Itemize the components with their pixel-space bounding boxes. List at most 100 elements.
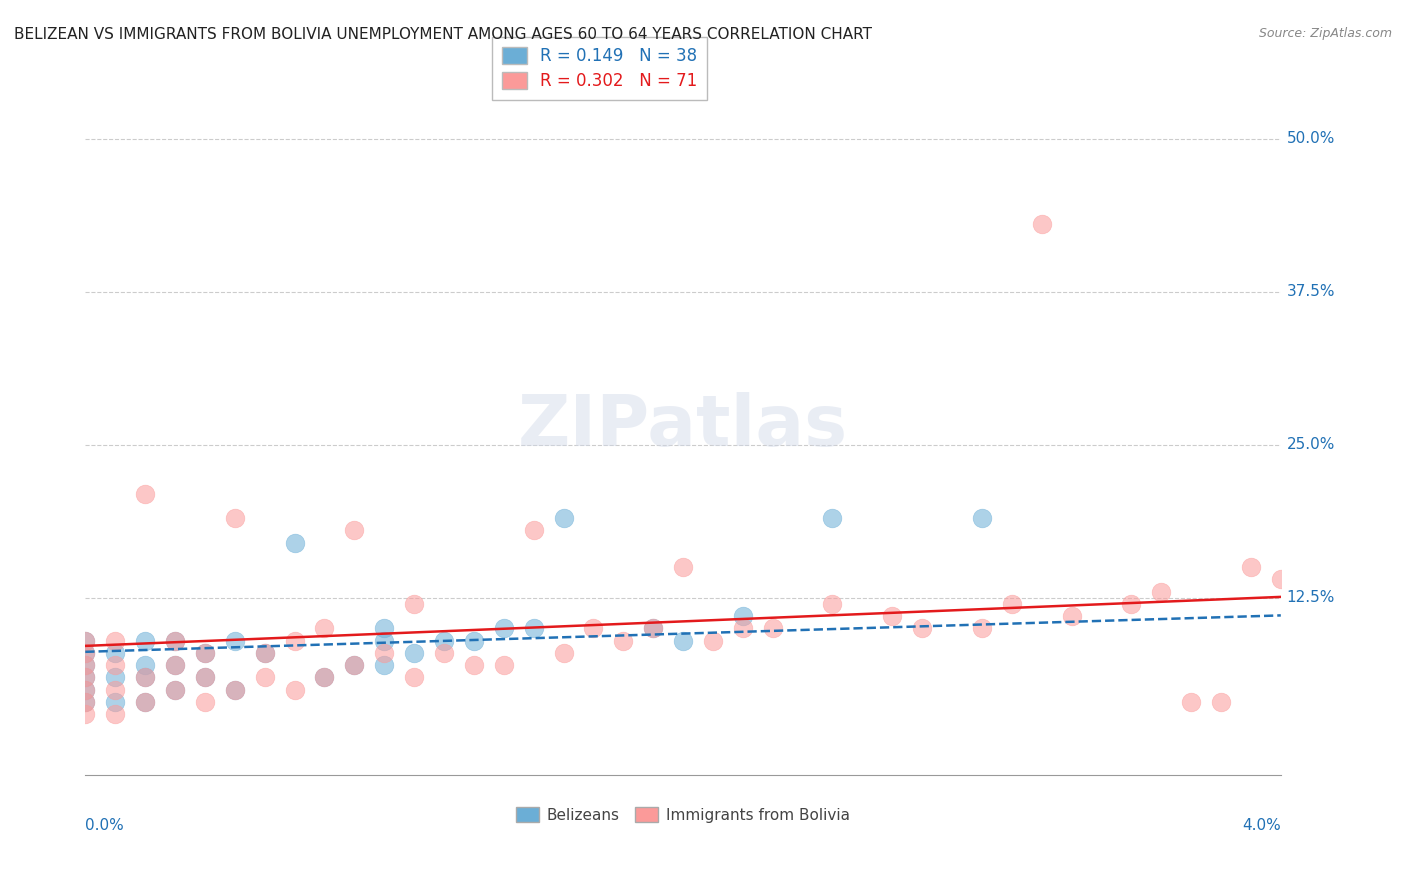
Point: [134, 633, 156, 648]
Point: [1150, 584, 1173, 599]
Point: [882, 609, 904, 624]
Point: [702, 633, 724, 648]
Point: [134, 695, 156, 709]
Point: [970, 511, 993, 525]
Point: [1121, 597, 1143, 611]
Point: [224, 682, 246, 697]
Point: [163, 682, 186, 697]
Point: [1389, 560, 1406, 574]
Point: [104, 658, 127, 673]
Point: [283, 633, 305, 648]
Point: [553, 511, 575, 525]
Point: [731, 609, 754, 624]
Point: [75, 682, 97, 697]
Point: [75, 646, 97, 660]
Point: [134, 486, 156, 500]
Point: [373, 621, 395, 635]
Point: [163, 658, 186, 673]
Point: [75, 670, 97, 684]
Point: [104, 695, 127, 709]
Point: [612, 633, 634, 648]
Point: [373, 633, 395, 648]
Point: [672, 560, 695, 574]
Text: 4.0%: 4.0%: [1241, 818, 1281, 833]
Point: [75, 646, 97, 660]
Point: [194, 646, 217, 660]
Point: [1329, 573, 1351, 587]
Point: [134, 695, 156, 709]
Point: [75, 633, 97, 648]
Point: [553, 646, 575, 660]
Point: [314, 621, 336, 635]
Point: [163, 682, 186, 697]
Point: [253, 670, 276, 684]
Point: [582, 621, 605, 635]
Point: [75, 670, 97, 684]
Point: [1060, 609, 1083, 624]
Text: ZIPatlas: ZIPatlas: [517, 392, 848, 461]
Point: [402, 670, 425, 684]
Point: [1180, 695, 1202, 709]
Point: [75, 682, 97, 697]
Point: [523, 621, 546, 635]
Point: [163, 633, 186, 648]
Legend: Belizeans, Immigrants from Bolivia: Belizeans, Immigrants from Bolivia: [509, 799, 858, 830]
Point: [104, 646, 127, 660]
Point: [821, 597, 844, 611]
Point: [672, 633, 695, 648]
Point: [643, 621, 665, 635]
Point: [224, 682, 246, 697]
Point: [314, 670, 336, 684]
Point: [1209, 695, 1232, 709]
Text: 50.0%: 50.0%: [1286, 131, 1336, 146]
Point: [1031, 218, 1053, 232]
Point: [194, 695, 217, 709]
Text: 25.0%: 25.0%: [1286, 437, 1336, 452]
Point: [224, 633, 246, 648]
Point: [463, 658, 485, 673]
Point: [283, 535, 305, 549]
Point: [1270, 573, 1292, 587]
Point: [194, 670, 217, 684]
Point: [104, 633, 127, 648]
Point: [283, 682, 305, 697]
Point: [373, 646, 395, 660]
Point: [1240, 560, 1263, 574]
Point: [75, 695, 97, 709]
Point: [970, 621, 993, 635]
Point: [911, 621, 934, 635]
Point: [433, 633, 456, 648]
Point: [224, 511, 246, 525]
Point: [343, 524, 366, 538]
Point: [194, 646, 217, 660]
Point: [373, 658, 395, 673]
Point: [75, 658, 97, 673]
Point: [75, 695, 97, 709]
Point: [492, 658, 515, 673]
Point: [104, 706, 127, 721]
Point: [194, 670, 217, 684]
Point: [75, 658, 97, 673]
Point: [134, 670, 156, 684]
Point: [104, 682, 127, 697]
Point: [163, 658, 186, 673]
Point: [134, 670, 156, 684]
Text: 12.5%: 12.5%: [1286, 591, 1336, 605]
Point: [1360, 560, 1382, 574]
Point: [402, 597, 425, 611]
Point: [343, 658, 366, 673]
Point: [75, 633, 97, 648]
Point: [1299, 584, 1322, 599]
Point: [492, 621, 515, 635]
Point: [75, 706, 97, 721]
Point: [104, 670, 127, 684]
Point: [643, 621, 665, 635]
Point: [253, 646, 276, 660]
Point: [163, 633, 186, 648]
Point: [134, 658, 156, 673]
Point: [343, 658, 366, 673]
Text: Source: ZipAtlas.com: Source: ZipAtlas.com: [1258, 27, 1392, 40]
Point: [731, 621, 754, 635]
Point: [523, 524, 546, 538]
Point: [463, 633, 485, 648]
